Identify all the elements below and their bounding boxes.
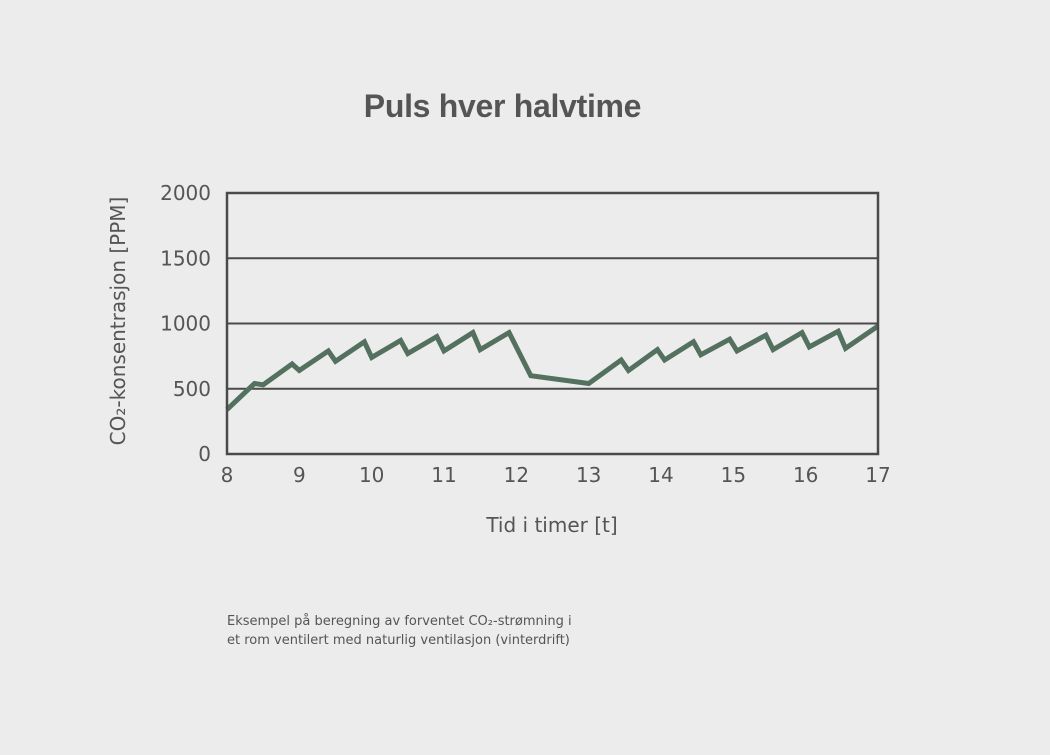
x-tick-label: 15 — [721, 463, 746, 487]
plot-frame — [225, 191, 880, 456]
y-tick-label: 0 — [198, 442, 211, 466]
x-tick-label: 12 — [504, 463, 529, 487]
grid-layer — [227, 257, 878, 390]
x-tick-label: 8 — [221, 463, 234, 487]
y-axis-label: CO₂-konsentrasjon [PPM] — [106, 197, 130, 446]
y-tick-label: 500 — [173, 377, 211, 401]
caption-line-1: Eksempel på beregning av forventet CO₂-s… — [227, 614, 572, 629]
x-tick-label: 9 — [293, 463, 306, 487]
y-tick-label: 2000 — [160, 181, 211, 205]
y-tick-labels: 0 500 1000 1500 2000 — [160, 181, 211, 466]
x-tick-labels: 8 9 10 11 12 13 14 15 16 17 — [221, 463, 891, 487]
y-tick-label: 1500 — [160, 246, 211, 270]
series-line-0 — [225, 324, 880, 412]
y-tick-label: 1000 — [160, 312, 211, 336]
chart-title: Puls hver halvtime — [363, 88, 642, 124]
x-tick-label: 14 — [648, 463, 673, 487]
x-tick-label: 13 — [576, 463, 601, 487]
line-layer — [225, 324, 880, 412]
x-tick-label: 17 — [865, 463, 890, 487]
x-axis-label: Tid i timer [t] — [485, 513, 617, 537]
x-tick-label: 16 — [793, 463, 818, 487]
caption-line-2: et rom ventilert med naturlig ventilasjo… — [227, 633, 570, 648]
x-tick-label: 10 — [359, 463, 384, 487]
chart-caption: Eksempel på beregning av forventet CO₂-s… — [227, 612, 647, 650]
x-tick-label: 11 — [431, 463, 456, 487]
